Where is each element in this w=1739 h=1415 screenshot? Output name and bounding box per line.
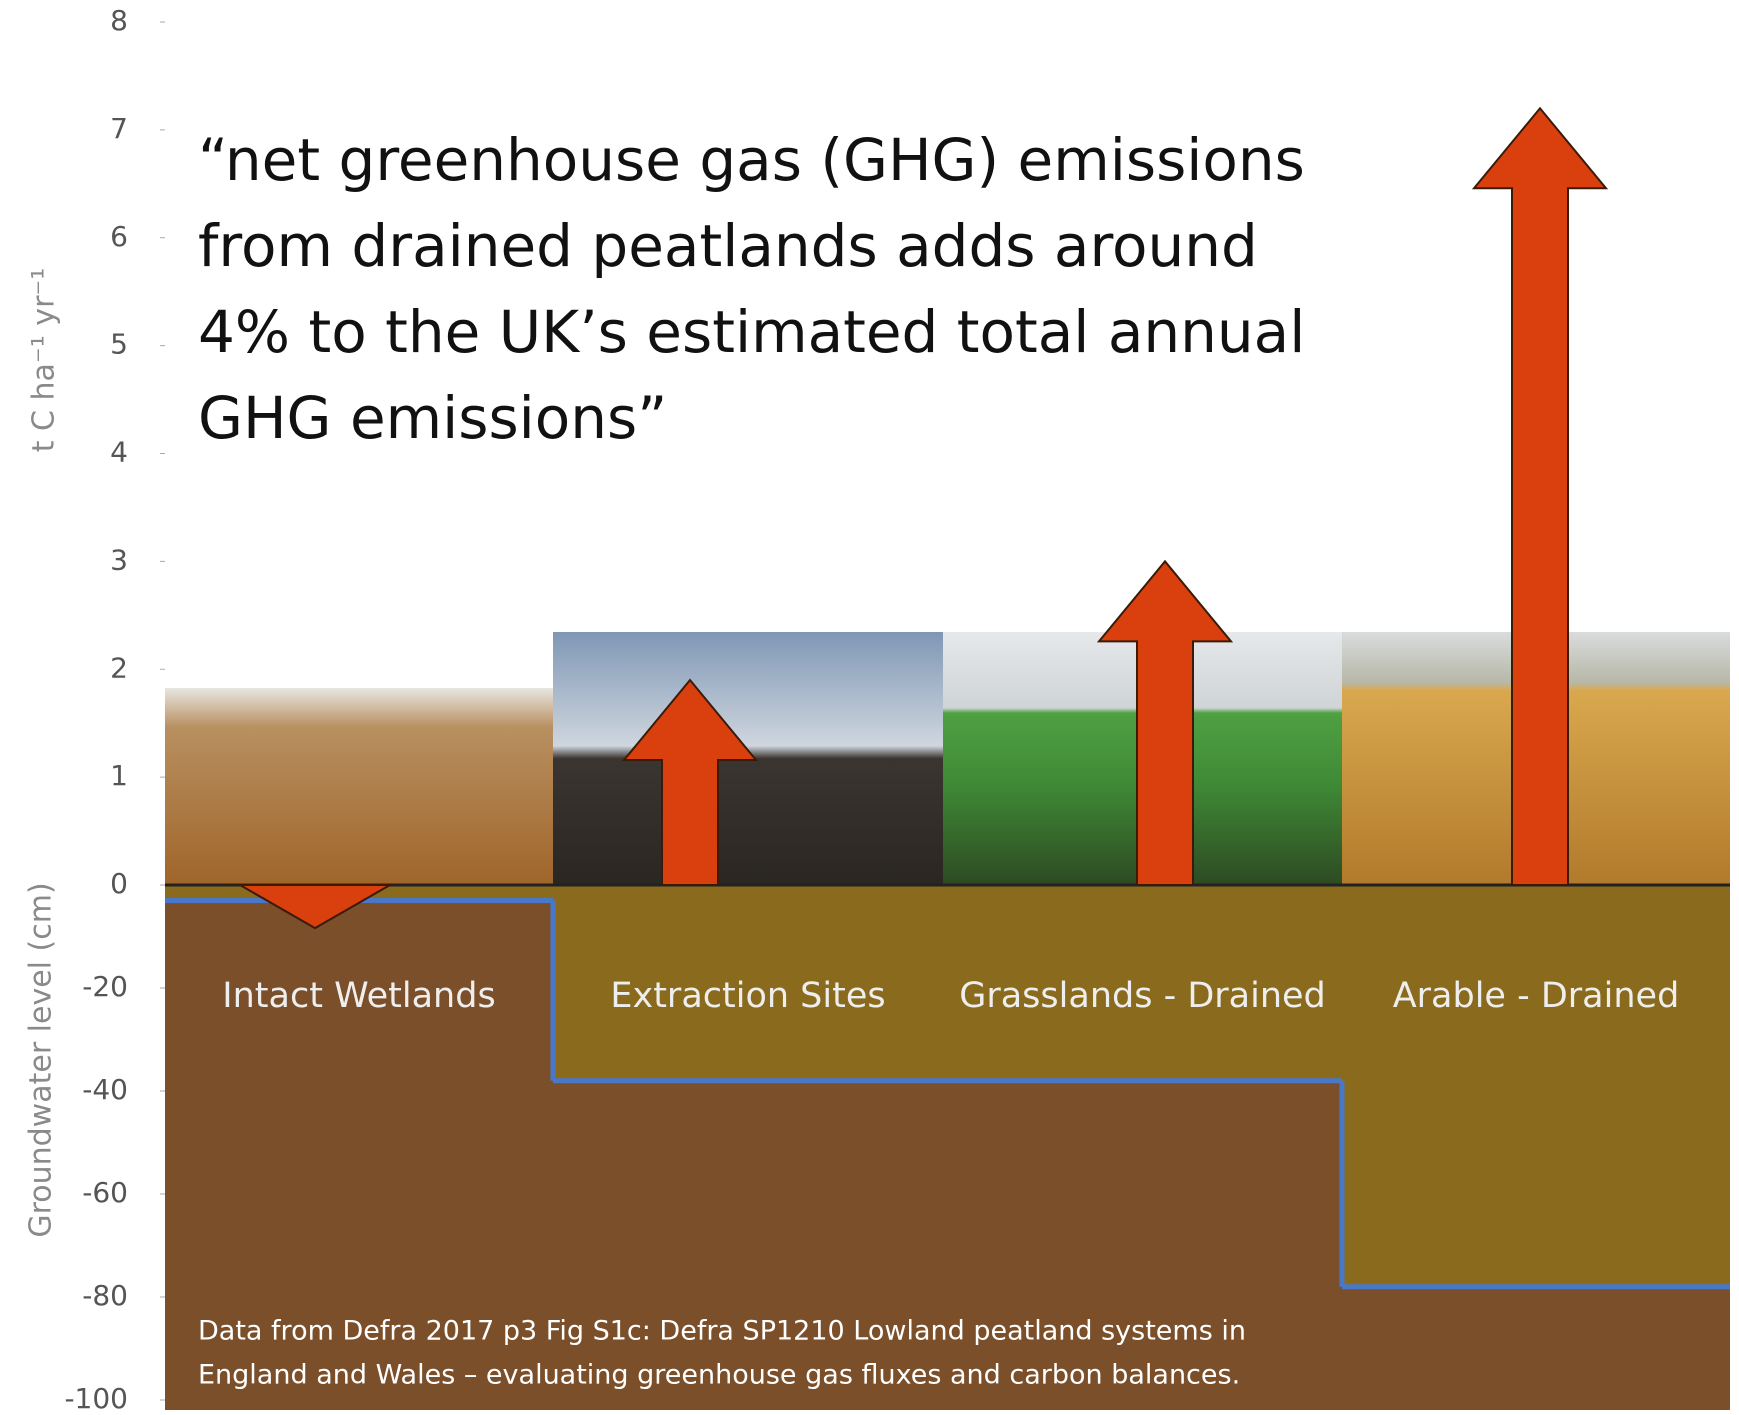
- y-tick-label: 6: [110, 220, 128, 253]
- y2-axis-title: Groundwater level (cm): [24, 882, 59, 1237]
- quote: GHG emissions”: [198, 384, 667, 452]
- photo-strip: [165, 632, 1730, 885]
- category-label: Grasslands - Drained: [959, 976, 1326, 1016]
- source-note: England and Wales – evaluating greenhous…: [198, 1360, 1240, 1391]
- y-tick-label: 0: [110, 867, 128, 900]
- y2-tick-label: -100: [64, 1382, 128, 1415]
- y-axis-title: t C ha⁻¹ yr⁻¹: [27, 268, 62, 453]
- photo: [165, 688, 553, 885]
- y-tick-label: 1: [110, 759, 128, 792]
- emission-arrow: [621, 678, 759, 886]
- y2-tick-label: -20: [82, 970, 128, 1003]
- quote: from drained peatlands adds around: [198, 212, 1258, 280]
- y-tick-label: 3: [110, 543, 128, 576]
- y2-tick-label: -60: [82, 1176, 128, 1209]
- y2-tick-label: -80: [82, 1279, 128, 1312]
- emission-arrow: [236, 884, 394, 930]
- drained-layer: [553, 885, 943, 1081]
- y-tick-label: 4: [110, 436, 128, 469]
- source-note: Data from Defra 2017 p3 Fig S1c: Defra S…: [198, 1316, 1246, 1347]
- category-label: Extraction Sites: [610, 976, 885, 1016]
- quote: “net greenhouse gas (GHG) emissions: [198, 126, 1305, 194]
- drained-layer: [1342, 885, 1730, 1287]
- y-tick-label: 8: [110, 4, 128, 37]
- emission-arrow: [1471, 106, 1609, 886]
- quote: 4% to the UK’s estimated total annual: [198, 298, 1305, 366]
- y-tick-label: 7: [110, 112, 128, 145]
- y2-tick-label: -40: [82, 1073, 128, 1106]
- category-label: Arable - Drained: [1393, 976, 1680, 1016]
- category-label: Intact Wetlands: [222, 976, 495, 1016]
- y-tick-label: 2: [110, 651, 128, 684]
- drained-layer: [943, 885, 1342, 1081]
- y-tick-label: 5: [110, 328, 128, 361]
- emission-arrow: [1096, 559, 1234, 886]
